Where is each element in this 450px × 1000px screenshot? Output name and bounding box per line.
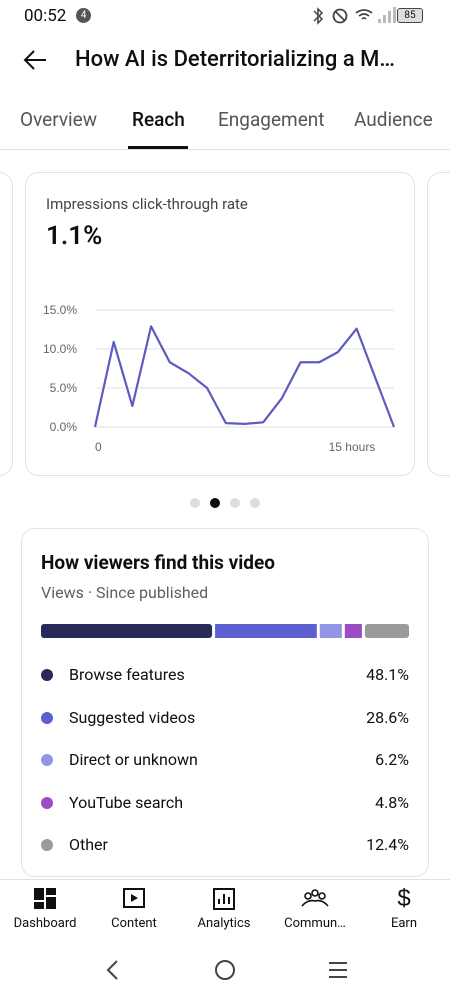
card-next[interactable]: [427, 172, 450, 476]
source-value: 6.2%: [375, 750, 409, 769]
source-segment: [364, 624, 409, 638]
source-name: Other: [69, 835, 108, 854]
legend-dot: [41, 711, 53, 724]
x-tick-label: 15 hours: [329, 440, 376, 454]
status-time: 00:52: [24, 6, 67, 26]
tab[interactable]: Overview: [20, 108, 98, 131]
source-row: YouTube search 4.8%: [0, 791, 450, 815]
system-nav: [106, 960, 347, 980]
status-icons: [313, 7, 396, 25]
nav-item[interactable]: Content: [111, 916, 157, 931]
nav-item[interactable]: Analytics: [197, 916, 251, 931]
nav-item[interactable]: Commun…: [284, 916, 346, 931]
back-button[interactable]: [22, 48, 50, 72]
legend-dot: [41, 796, 53, 809]
tab[interactable]: Engagement: [218, 108, 325, 131]
source-name: Suggested videos: [69, 707, 196, 727]
legend-dot: [41, 669, 53, 681]
page-dots: [190, 498, 260, 508]
status-badge: 4: [76, 8, 91, 23]
source-name: YouTube search: [69, 792, 184, 812]
card-value: 1.1%: [46, 221, 103, 251]
source-segment: [215, 624, 317, 638]
source-value: 48.1%: [366, 665, 409, 684]
nav-item[interactable]: Earn: [390, 916, 418, 931]
source-value: 4.8%: [375, 792, 409, 812]
video-title: How AI is Deterritorializing a M…: [75, 47, 396, 72]
divider: [0, 879, 450, 880]
x-tick-label: 0: [95, 440, 102, 454]
y-tick-label: 10.0%: [43, 342, 77, 356]
nav-icons: $: [34, 886, 411, 912]
tab-indicator: [128, 146, 188, 149]
source-value: 28.6%: [366, 707, 409, 727]
card-prev[interactable]: [0, 172, 13, 476]
source-name: Browse features: [69, 665, 185, 684]
tab[interactable]: Audience: [354, 108, 433, 131]
svg-text:$: $: [397, 886, 410, 912]
source-segment: [319, 624, 342, 638]
source-value: 12.4%: [366, 835, 409, 854]
divider: [0, 149, 450, 150]
source-segment: [344, 624, 362, 638]
ctr-chart: 0.0% 5.0% 10.0% 15.0% 0 15 hours: [43, 303, 396, 454]
source-name: Direct or unknown: [69, 750, 198, 769]
y-tick-label: 0.0%: [50, 420, 78, 434]
source-row: Browse features 48.1%: [0, 663, 450, 687]
source-row: Direct or unknown 6.2%: [0, 748, 450, 772]
source-row: Other 12.4%: [0, 833, 450, 857]
battery: 85: [397, 8, 423, 23]
source-segment: [41, 624, 213, 638]
tab-active[interactable]: Reach: [132, 108, 185, 131]
nav-item[interactable]: Dashboard: [13, 916, 77, 931]
card-title: Impressions click-through rate: [46, 195, 248, 213]
sources-card: [21, 528, 429, 877]
sources-bar: [41, 624, 409, 638]
y-tick-label: 15.0%: [43, 303, 77, 317]
sources-subtitle: Views · Since published: [41, 583, 209, 602]
y-tick-label: 5.0%: [50, 381, 78, 395]
source-row: Suggested videos 28.6%: [0, 706, 450, 730]
legend-dot: [41, 839, 53, 851]
ctr-card[interactable]: Impressions click-through rate 1.1%: [25, 172, 415, 476]
legend-dot: [41, 754, 53, 766]
sources-title: How viewers find this video: [41, 551, 275, 574]
ctr-line: [93, 325, 396, 428]
